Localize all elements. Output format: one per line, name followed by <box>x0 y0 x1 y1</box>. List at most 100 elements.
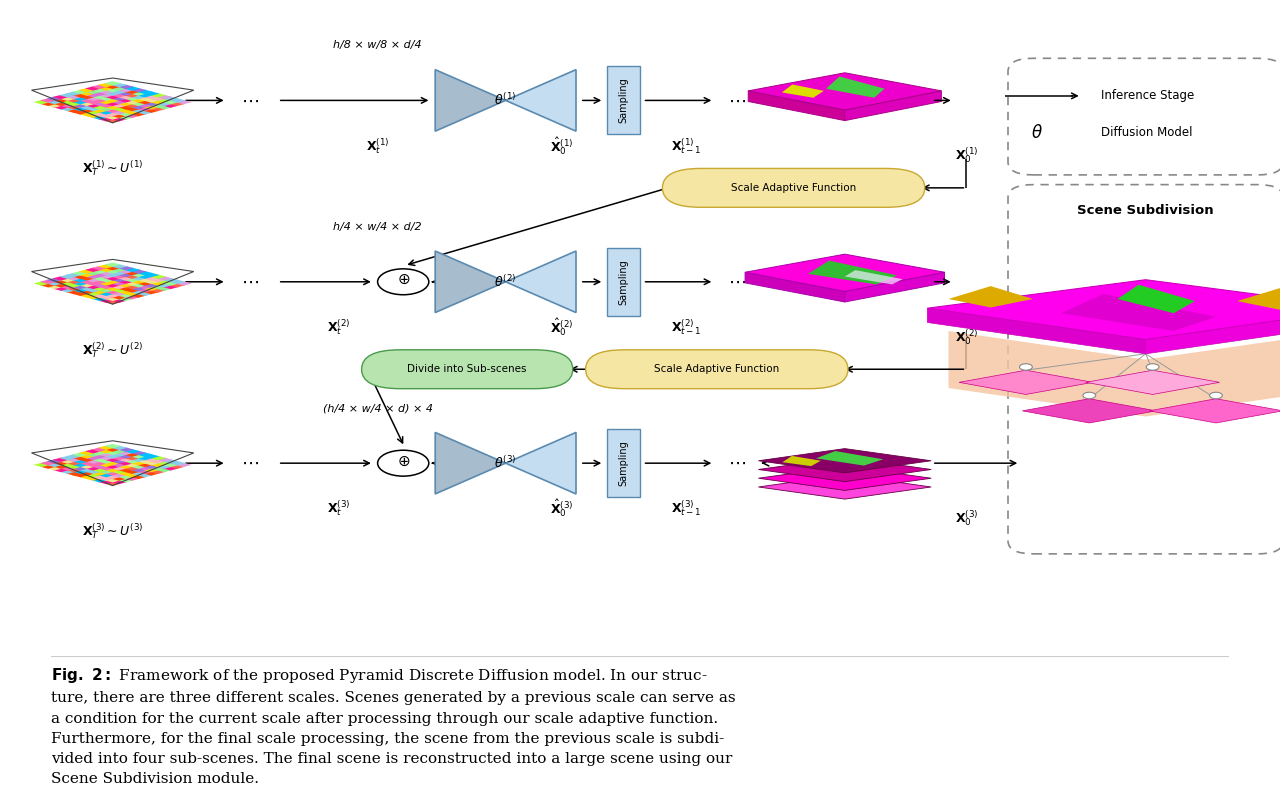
Polygon shape <box>124 456 141 461</box>
Polygon shape <box>111 264 128 269</box>
Polygon shape <box>124 469 141 474</box>
Polygon shape <box>72 473 88 477</box>
Polygon shape <box>91 102 108 106</box>
Polygon shape <box>435 70 506 131</box>
Polygon shape <box>65 98 82 103</box>
Text: Scale Adaptive Function: Scale Adaptive Function <box>731 182 856 193</box>
Text: $\cdots$: $\cdots$ <box>728 273 746 291</box>
Polygon shape <box>65 273 82 277</box>
Polygon shape <box>72 110 88 115</box>
Polygon shape <box>105 482 120 486</box>
Polygon shape <box>118 457 134 462</box>
Polygon shape <box>131 287 147 291</box>
Polygon shape <box>150 463 166 467</box>
Polygon shape <box>131 95 147 100</box>
Polygon shape <box>111 466 128 471</box>
Polygon shape <box>118 287 134 291</box>
Text: $\oplus$: $\oplus$ <box>397 273 410 288</box>
Circle shape <box>378 450 429 476</box>
Polygon shape <box>105 266 120 270</box>
Polygon shape <box>59 288 76 292</box>
Polygon shape <box>131 276 147 280</box>
Polygon shape <box>927 308 1146 354</box>
Polygon shape <box>105 300 120 304</box>
Polygon shape <box>91 478 108 483</box>
Polygon shape <box>78 112 95 116</box>
Polygon shape <box>72 93 88 97</box>
Polygon shape <box>105 280 120 284</box>
Polygon shape <box>506 432 576 494</box>
Text: $\cdots$: $\cdots$ <box>241 273 259 291</box>
Polygon shape <box>759 466 932 491</box>
Polygon shape <box>97 480 114 484</box>
Polygon shape <box>72 278 88 282</box>
Polygon shape <box>143 457 160 462</box>
Polygon shape <box>72 107 88 111</box>
Polygon shape <box>118 266 134 270</box>
Polygon shape <box>91 108 108 113</box>
Polygon shape <box>97 107 114 111</box>
Polygon shape <box>118 451 134 455</box>
Polygon shape <box>111 463 128 467</box>
Polygon shape <box>91 472 108 476</box>
Text: Scene Subdivision: Scene Subdivision <box>1078 204 1213 217</box>
Polygon shape <box>137 107 154 111</box>
Text: $\mathbf{X}_0^{(1)}$: $\mathbf{X}_0^{(1)}$ <box>955 145 978 165</box>
Polygon shape <box>137 103 154 107</box>
Polygon shape <box>46 459 63 464</box>
Polygon shape <box>111 295 128 299</box>
Polygon shape <box>65 472 82 476</box>
Polygon shape <box>84 292 101 296</box>
Polygon shape <box>105 293 120 298</box>
Polygon shape <box>78 280 95 284</box>
Polygon shape <box>72 274 88 279</box>
Polygon shape <box>97 268 114 272</box>
Polygon shape <box>105 115 120 120</box>
Polygon shape <box>131 273 147 277</box>
Text: $\mathbf{X}_0^{(3)}$: $\mathbf{X}_0^{(3)}$ <box>955 509 978 528</box>
Polygon shape <box>65 95 82 100</box>
Polygon shape <box>84 459 101 464</box>
Polygon shape <box>72 103 88 107</box>
Polygon shape <box>59 281 76 286</box>
Polygon shape <box>59 456 76 461</box>
Polygon shape <box>118 454 134 458</box>
Polygon shape <box>111 292 128 296</box>
Polygon shape <box>111 453 128 457</box>
Polygon shape <box>156 457 173 462</box>
Polygon shape <box>131 283 147 288</box>
Polygon shape <box>169 98 186 103</box>
Polygon shape <box>143 465 160 468</box>
Polygon shape <box>118 478 134 483</box>
Polygon shape <box>72 459 88 464</box>
Polygon shape <box>46 103 63 107</box>
Polygon shape <box>156 102 173 106</box>
Polygon shape <box>105 108 120 113</box>
Polygon shape <box>52 283 69 288</box>
Text: $\mathbf{X}_t^{(2)}$: $\mathbf{X}_t^{(2)}$ <box>328 318 351 337</box>
Polygon shape <box>118 468 134 472</box>
Polygon shape <box>40 461 56 465</box>
Polygon shape <box>150 274 166 279</box>
Polygon shape <box>118 85 134 89</box>
Polygon shape <box>84 96 101 101</box>
Polygon shape <box>169 102 186 106</box>
Polygon shape <box>131 269 147 273</box>
Polygon shape <box>131 468 147 472</box>
Polygon shape <box>1085 371 1220 394</box>
Polygon shape <box>72 96 88 101</box>
Polygon shape <box>845 273 945 302</box>
Text: $\mathbf{X}_T^{(1)} \sim U^{(1)}$: $\mathbf{X}_T^{(1)} \sim U^{(1)}$ <box>82 159 143 179</box>
Polygon shape <box>163 284 179 289</box>
Polygon shape <box>143 105 160 110</box>
Polygon shape <box>124 103 141 107</box>
Polygon shape <box>91 115 108 120</box>
Polygon shape <box>131 454 147 458</box>
Polygon shape <box>65 102 82 106</box>
Polygon shape <box>817 451 883 465</box>
Polygon shape <box>137 288 154 292</box>
Polygon shape <box>175 463 192 467</box>
Polygon shape <box>745 254 945 292</box>
Polygon shape <box>46 281 63 286</box>
Polygon shape <box>150 278 166 282</box>
